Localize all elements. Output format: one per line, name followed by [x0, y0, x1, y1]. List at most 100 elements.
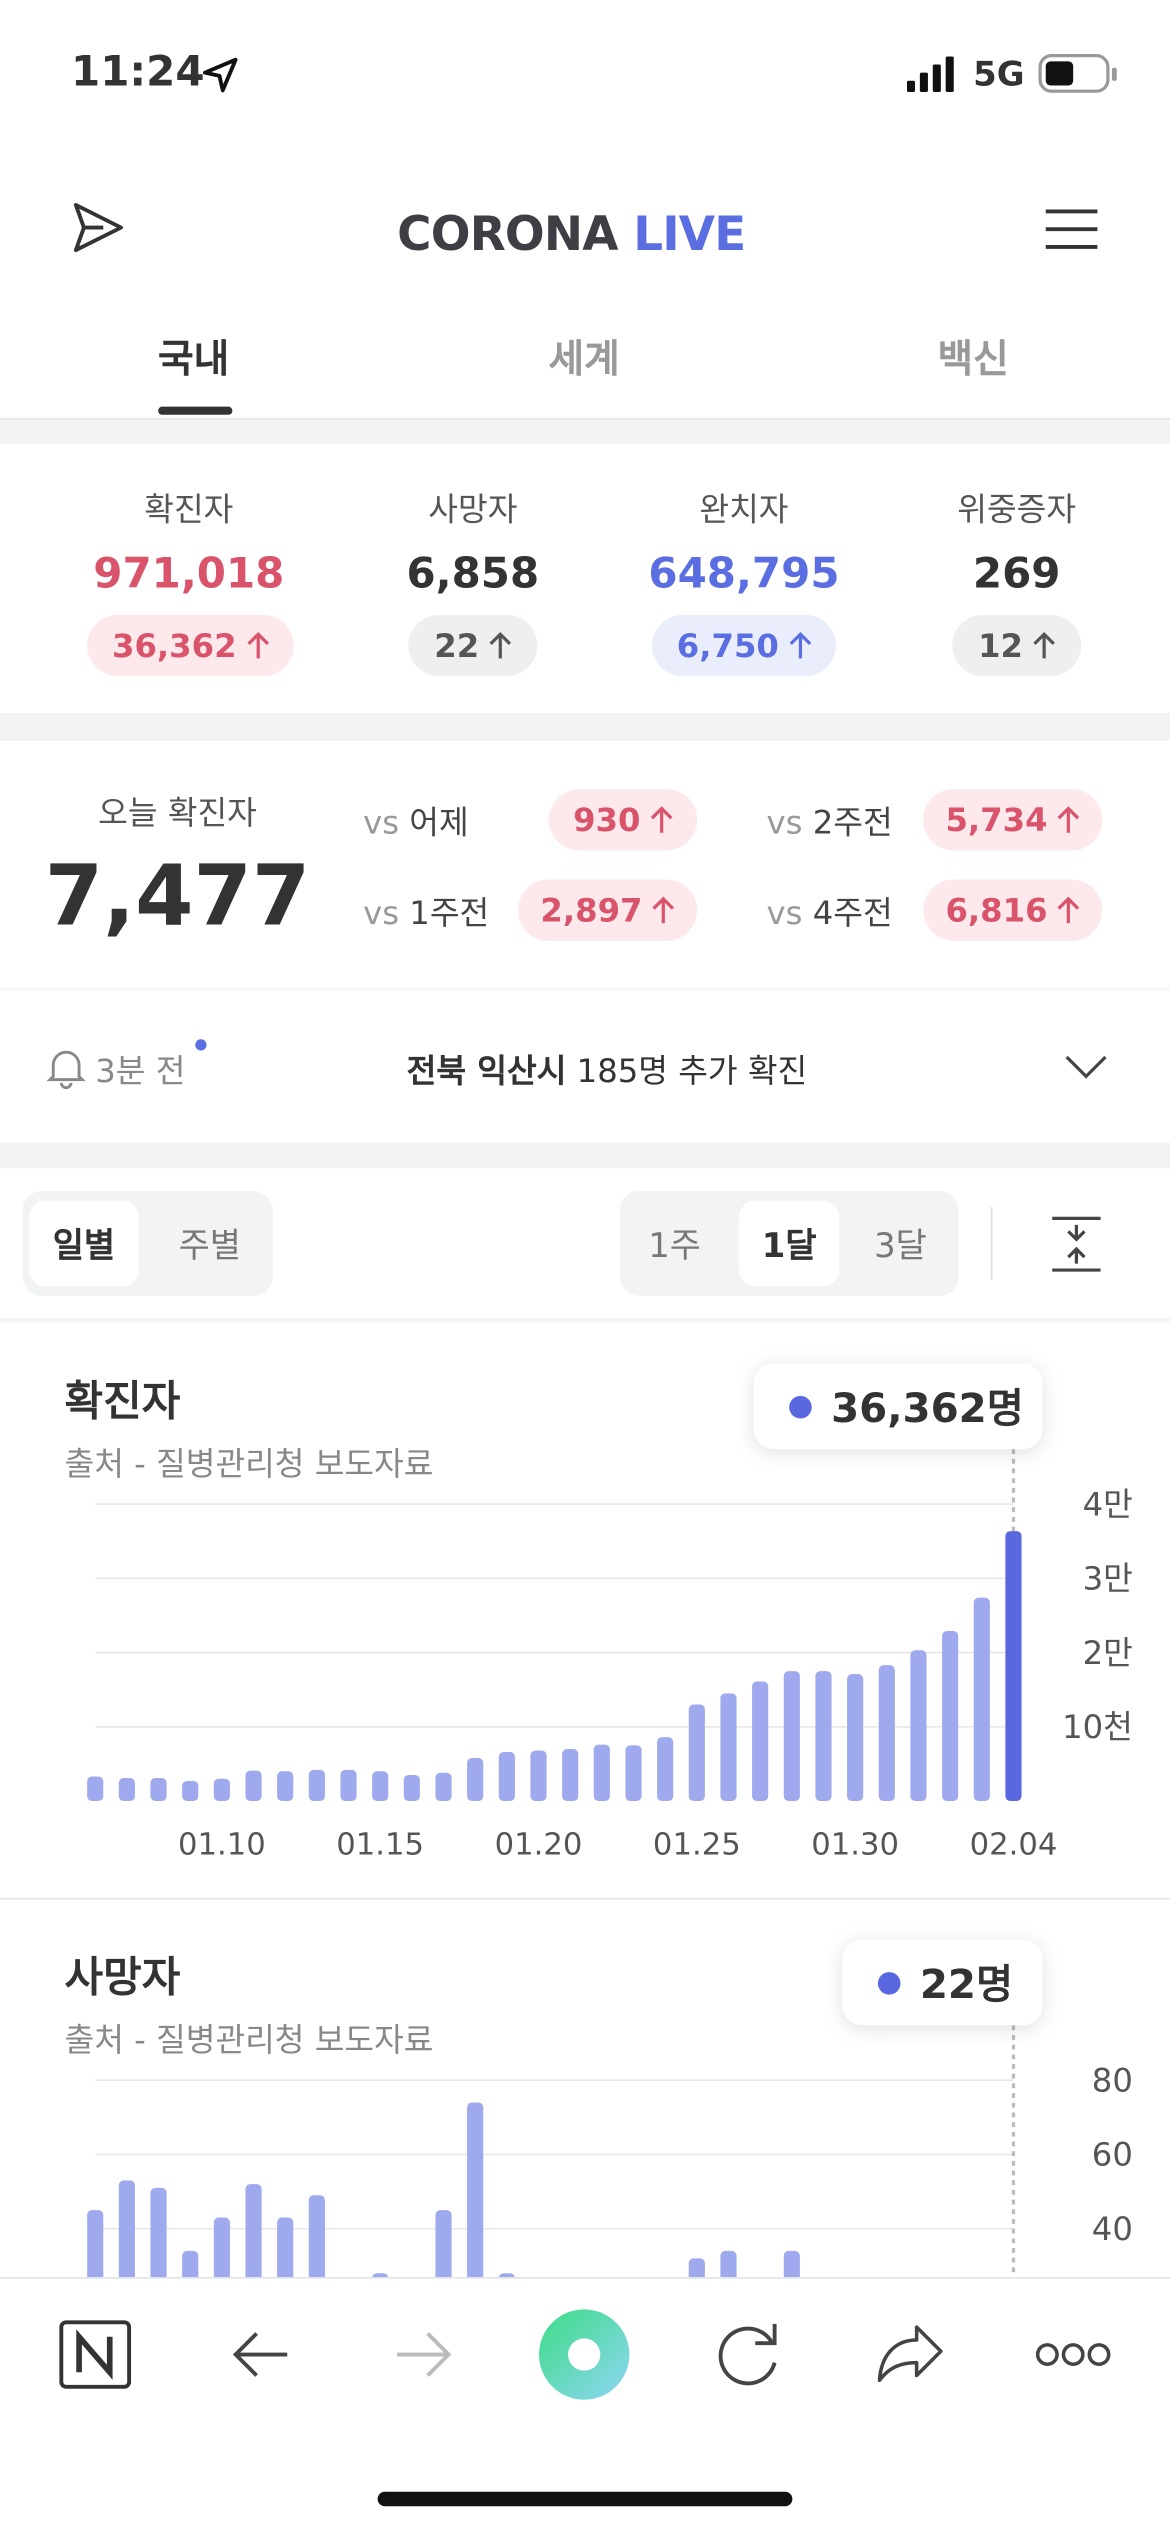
toolbar-icons [59, 2309, 1111, 2507]
x-tick-label: 01.30 [811, 1827, 899, 1862]
summary-label: 사망자 [428, 489, 518, 529]
share-page-button[interactable] [877, 2325, 943, 2383]
location-icon [203, 57, 238, 93]
vs: vs [766, 893, 803, 932]
back-button[interactable] [232, 2332, 288, 2377]
period-option[interactable]: 주별 [178, 1226, 241, 1266]
bar [815, 1671, 832, 1802]
up-arrow [650, 806, 673, 833]
up-arrow [246, 631, 269, 659]
vs: vs [766, 802, 803, 842]
up-arrow [1033, 631, 1055, 659]
bar [530, 1750, 547, 1802]
change-text: 930 [573, 800, 641, 840]
share-button[interactable] [71, 200, 126, 255]
range-option[interactable]: 1주 [648, 1226, 701, 1266]
comparison-value: 2,897 [518, 879, 698, 941]
toolbar [0, 2277, 1170, 2532]
battery-icon [1038, 54, 1117, 93]
bar [150, 1777, 167, 1802]
bar [625, 1745, 642, 1802]
change-text: 36,362 [112, 626, 237, 665]
bar [942, 1631, 959, 1802]
period-option[interactable]: 일별 [52, 1226, 116, 1266]
divider [0, 987, 1170, 991]
summary-label: 위중증자 [957, 489, 1077, 529]
bar [245, 1770, 262, 1802]
comparison-label: vs 2주전 [767, 796, 893, 843]
bar [657, 1737, 674, 1802]
bar [593, 1744, 610, 1802]
summary-label: 완치자 [699, 489, 789, 529]
logo-main: CORONA [397, 206, 618, 262]
bar [973, 1597, 990, 1802]
divider [0, 417, 1170, 444]
home-button[interactable] [539, 2309, 630, 2400]
summary-change: 22 [408, 614, 538, 677]
comparison-label: vs 어제 [363, 796, 469, 843]
bar [498, 1752, 515, 1802]
naver-button[interactable] [59, 2320, 132, 2389]
y-tick-label: 40 [1092, 2210, 1133, 2248]
period: 2주전 [812, 802, 893, 842]
tooltip-text: 22명 [920, 1961, 1013, 2008]
tab[interactable]: 백신 [937, 336, 1009, 382]
summary-total: 971,018 [93, 550, 285, 599]
tooltip [753, 1363, 1043, 1450]
divider [0, 1897, 1170, 1900]
new-dot [195, 1039, 207, 1051]
active-pill [739, 1200, 840, 1287]
notice-text: 전북 익산시 185명 추가 확진 [407, 1045, 808, 1092]
x-tick-label: 01.25 [653, 1827, 741, 1862]
y-tick-label: 60 [1092, 2136, 1133, 2174]
up-arrow [652, 896, 675, 924]
y-tick-label: 80 [1092, 2061, 1133, 2099]
bar [878, 1665, 895, 1802]
vs: vs [363, 802, 400, 842]
comparison-value: 5,734 [923, 789, 1103, 851]
bar [118, 1777, 135, 1802]
bar [87, 1776, 104, 1802]
bar [372, 1771, 389, 1802]
menu-button[interactable] [1043, 207, 1101, 252]
bar [720, 1693, 737, 1802]
home-indicator [377, 2491, 793, 2507]
divider [0, 1142, 1170, 1169]
more-button[interactable] [1035, 2343, 1111, 2366]
expand-button[interactable] [1063, 1052, 1108, 1081]
bar [435, 1772, 452, 1802]
change-text: 6,816 [945, 890, 1048, 930]
bar [340, 1769, 357, 1802]
active-pill [29, 1200, 139, 1287]
vs: vs [363, 893, 400, 932]
y-tick-label: 3만 [1083, 1560, 1133, 1598]
chart-source: 출처 - 질병관리청 보도자료 [65, 2021, 434, 2059]
shadow [0, 1318, 1170, 1324]
bar [182, 1780, 199, 1802]
forward-button[interactable] [396, 2332, 452, 2377]
refresh-button[interactable] [718, 2323, 777, 2386]
up-arrow [1057, 896, 1080, 924]
change-text: 6,750 [676, 626, 779, 665]
notice-region: 전북 익산시 [406, 1051, 567, 1091]
comparison-label: vs 1주전 [363, 887, 489, 934]
comparison-value: 6,816 [923, 879, 1103, 941]
comparison-value: 930 [548, 789, 698, 851]
tab[interactable]: 국내 [158, 336, 230, 382]
tooltip-text: 36,362명 [831, 1385, 1024, 1432]
tooltip-dot [789, 1395, 812, 1419]
up-arrow [789, 631, 811, 659]
tab[interactable]: 세계 [548, 336, 620, 382]
change-text: 12 [978, 626, 1024, 665]
comparison-label: vs 4주전 [767, 887, 893, 934]
today-value: 7,477 [44, 848, 311, 946]
chart-source: 출처 - 질병관리청 보도자료 [65, 1445, 434, 1483]
fold-button[interactable] [1049, 1215, 1104, 1273]
range-option[interactable]: 1달 [761, 1226, 817, 1266]
range-option[interactable]: 3달 [874, 1226, 927, 1266]
y-tick-label: 2만 [1083, 1634, 1133, 1672]
tooltip-dot [877, 1972, 901, 1995]
signal-icon [906, 56, 954, 92]
